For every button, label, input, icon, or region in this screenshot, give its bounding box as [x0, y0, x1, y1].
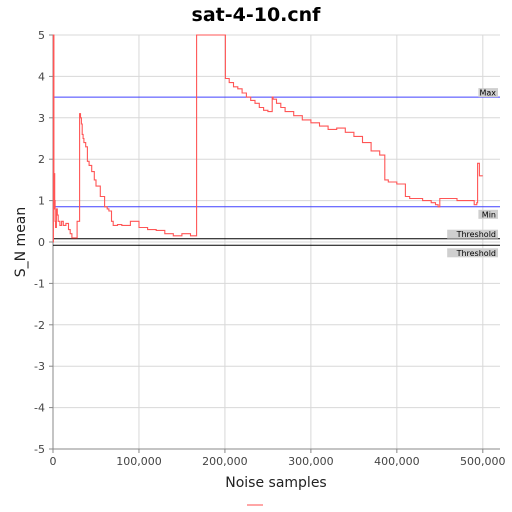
x-axis-label: Noise samples	[225, 475, 326, 491]
y-tick-label: 5	[38, 29, 45, 42]
series-layer	[52, 34, 483, 243]
y-tick-label: 0	[38, 236, 45, 249]
marker-label: Threshold	[456, 230, 496, 239]
marker-label: Min	[482, 210, 496, 219]
marker-label-box	[447, 248, 498, 258]
x-tick-label: 200,000	[202, 455, 248, 468]
marker-label: Max	[479, 89, 496, 98]
x-tick-label: 100,000	[116, 455, 162, 468]
marker-label-box	[447, 229, 498, 239]
y-tick-label: 1	[38, 195, 45, 208]
x-tick-label: 500,000	[460, 455, 506, 468]
y-tick-label: 2	[38, 153, 45, 166]
y-tick-label: -2	[34, 319, 45, 332]
y-tick-label: -4	[34, 402, 45, 415]
y-tick-label: -3	[34, 360, 45, 373]
marker-label-box	[478, 88, 498, 98]
marker-label-box	[478, 209, 498, 219]
y-tick-label: 3	[38, 112, 45, 125]
x-tick-label: 400,000	[374, 455, 420, 468]
x-tick-label: 300,000	[288, 455, 334, 468]
x-tick-label: 0	[50, 455, 57, 468]
series-line	[52, 34, 483, 243]
y-tick-label: -5	[34, 443, 45, 456]
y-axis-label: S_N mean	[13, 207, 29, 278]
marker-lines: Max Min Threshold Threshold	[53, 88, 500, 258]
y-tick-label: -1	[34, 277, 45, 290]
y-tick-label: 4	[38, 70, 45, 83]
chart-title: sat-4-10.cnf	[191, 4, 321, 26]
tick-labels: 0 100,000 200,000 300,000 400,000 500,000 -5 -4…	[34, 29, 506, 468]
marker-label: Threshold	[456, 249, 496, 258]
